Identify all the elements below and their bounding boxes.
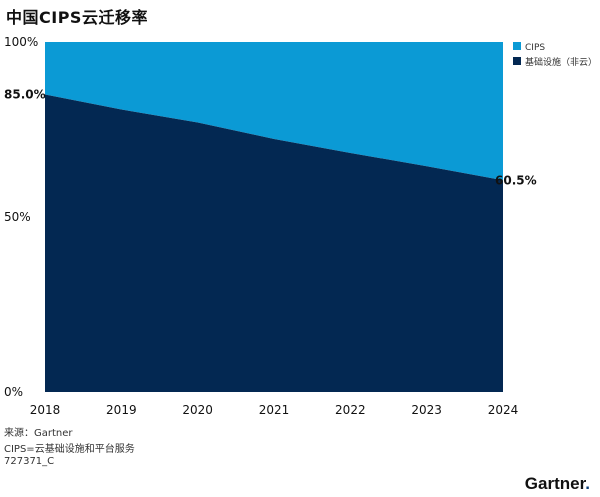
legend-label: 基础设施（非云） [525,56,597,68]
logo-dot: . [585,474,590,493]
chart-title: 中国CIPS云迁移率 [6,8,148,27]
x-tick-label: 2024 [488,403,519,417]
x-tick-label: 2023 [411,403,442,417]
definition-note: CIPS=云基础设施和平台服务 [4,444,135,455]
y-tick-label: 50% [4,210,31,224]
figure-id: 727371_C [4,456,55,467]
plot-area [45,42,503,392]
source-note: 来源：Gartner [4,428,73,439]
x-tick-label: 2019 [106,403,137,417]
legend: CIPS 基础设施（非云） [513,42,597,68]
area-cips [45,42,503,181]
y-tick-label: 100% [4,35,38,49]
gartner-logo: Gartner. [525,474,590,494]
x-tick-label: 2018 [30,403,61,417]
data-label: 85.0% [4,88,46,102]
logo-text: Gartner [524,474,586,493]
data-labels: 85.0% 60.5% [4,88,537,188]
legend-swatch [513,57,521,65]
x-tick-label: 2021 [259,403,290,417]
x-tick-label: 2022 [335,403,366,417]
data-label: 60.5% [495,173,537,187]
legend-swatch [513,42,521,50]
area-infrastructure [45,94,503,392]
legend-label: CIPS [525,43,545,53]
x-axis: 2018 2019 2020 2021 2022 2023 2024 [30,403,519,417]
y-tick-label: 0% [4,385,23,399]
x-tick-label: 2020 [182,403,213,417]
y-axis: 0% 50% 100% [4,35,38,399]
